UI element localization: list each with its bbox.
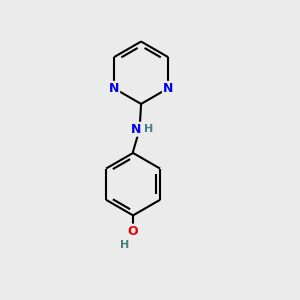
- Text: O: O: [128, 225, 138, 238]
- Text: N: N: [163, 82, 173, 95]
- Text: H: H: [145, 124, 154, 134]
- Text: N: N: [131, 123, 141, 136]
- Text: H: H: [119, 240, 129, 250]
- Text: N: N: [109, 82, 119, 95]
